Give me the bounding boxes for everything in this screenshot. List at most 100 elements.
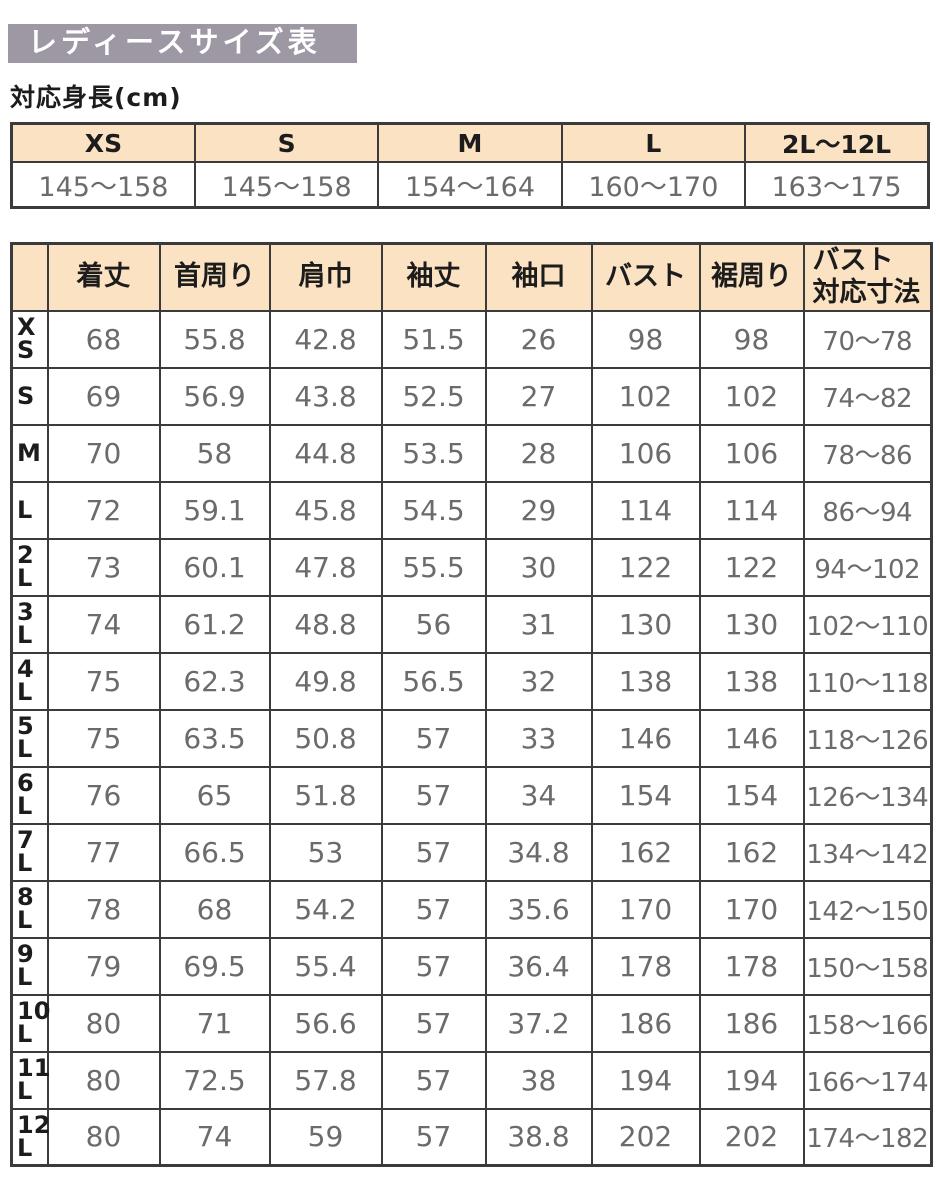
size-value-cell: 36.4	[484, 936, 593, 996]
size-value-cell: 178	[698, 936, 805, 996]
size-value-cell: 70～78	[802, 309, 933, 369]
size-value-cell: 53.5	[380, 423, 487, 483]
size-value-cell: 166～174	[802, 1050, 933, 1110]
height-table-col-header: L	[560, 122, 747, 164]
size-label: 11 L	[10, 1050, 50, 1110]
size-value-cell: 69.5	[158, 936, 271, 996]
size-value-cell: 98	[698, 309, 805, 369]
size-value-cell: 186	[590, 993, 701, 1053]
size-value-cell: 80	[46, 1107, 161, 1167]
size-value-cell: 122	[698, 537, 805, 597]
size-value-cell: 70	[46, 423, 161, 483]
size-value-cell: 57.8	[268, 1050, 383, 1110]
size-value-cell: 55.4	[268, 936, 383, 996]
size-value-cell: 72.5	[158, 1050, 271, 1110]
size-value-cell: 59	[268, 1107, 383, 1167]
size-value-cell: 50.8	[268, 708, 383, 768]
size-table-header-row: 着丈 首周り 肩巾 袖丈 袖口 バスト 裾周り バスト 対応寸法	[10, 242, 933, 312]
size-value-cell: 61.2	[158, 594, 271, 654]
size-value-cell: 47.8	[268, 537, 383, 597]
size-value-cell: 170	[698, 879, 805, 939]
height-table-col-header: S	[193, 122, 380, 164]
size-value-cell: 174～182	[802, 1107, 933, 1167]
size-value-cell: 138	[698, 651, 805, 711]
size-table-col-header: 首周り	[158, 242, 271, 312]
height-table: XS S M L 2L～12L 145～158 145～158 154～164 160～170…	[10, 122, 930, 209]
size-value-cell: 150～158	[802, 936, 933, 996]
size-label: L	[10, 480, 49, 540]
table-row: S 69 56.9 43.8 52.5 27 102 102 74～82	[10, 366, 933, 426]
size-label: 8 L	[10, 879, 49, 939]
size-value-cell: 74～82	[802, 366, 933, 426]
size-value-cell: 142～150	[802, 879, 933, 939]
size-value-cell: 48.8	[268, 594, 383, 654]
size-value-cell: 114	[590, 480, 701, 540]
size-value-cell: 29	[484, 480, 593, 540]
table-row: M 70 58 44.8 53.5 28 106 106 78～86	[10, 423, 933, 483]
size-table-col-header: 着丈	[46, 242, 161, 312]
size-table-col-header: バスト	[590, 242, 701, 312]
size-value-cell: 122	[590, 537, 701, 597]
table-row: 5 L 75 63.5 50.8 57 33 146 146 118～126	[10, 708, 933, 768]
size-label: S	[10, 366, 49, 426]
size-value-cell: 38.8	[484, 1107, 593, 1167]
size-value-cell: 54.2	[268, 879, 383, 939]
table-row: 10 L 80 71 56.6 57 37.2 186 186 158～166	[10, 993, 933, 1053]
size-value-cell: 58	[158, 423, 271, 483]
size-value-cell: 110～118	[802, 651, 933, 711]
size-table-body: X S 68 55.8 42.8 51.5 26 98 98 70～78 S 69 56.9 43.8 5…	[10, 309, 933, 1167]
size-value-cell: 57	[380, 1107, 487, 1167]
size-value-cell: 63.5	[158, 708, 271, 768]
size-value-cell: 178	[590, 936, 701, 996]
size-label: 7 L	[10, 822, 49, 882]
height-table-col-header: XS	[10, 122, 196, 164]
size-value-cell: 102	[590, 366, 701, 426]
height-table-value-cell: 145～158	[10, 161, 196, 209]
size-value-cell: 37.2	[484, 993, 593, 1053]
size-value-cell: 74	[46, 594, 161, 654]
size-value-cell: 75	[46, 708, 161, 768]
size-value-cell: 33	[484, 708, 593, 768]
size-label: 12 L	[10, 1107, 50, 1167]
size-value-cell: 53	[268, 822, 383, 882]
size-value-cell: 102	[698, 366, 805, 426]
size-label: 10 L	[10, 993, 50, 1053]
size-value-cell: 73	[46, 537, 161, 597]
size-value-cell: 102～110	[802, 594, 933, 654]
size-value-cell: 77	[46, 822, 161, 882]
height-table-header-row: XS S M L 2L～12L	[10, 122, 930, 164]
size-value-cell: 44.8	[268, 423, 383, 483]
size-value-cell: 57	[380, 879, 487, 939]
size-value-cell: 38	[484, 1050, 593, 1110]
height-table-col-header: M	[377, 122, 563, 164]
size-value-cell: 202	[590, 1107, 701, 1167]
size-value-cell: 57	[380, 765, 487, 825]
size-value-cell: 60.1	[158, 537, 271, 597]
size-label: 2 L	[10, 537, 49, 597]
size-value-cell: 55.8	[158, 309, 271, 369]
height-section-label: 対応身長(cm)	[10, 83, 182, 113]
size-value-cell: 75	[46, 651, 161, 711]
size-value-cell: 30	[484, 537, 593, 597]
size-value-cell: 68	[46, 309, 161, 369]
size-value-cell: 57	[380, 1050, 487, 1110]
size-value-cell: 76	[46, 765, 161, 825]
size-value-cell: 86～94	[802, 480, 933, 540]
size-label: 4 L	[10, 651, 49, 711]
size-value-cell: 27	[484, 366, 593, 426]
size-value-cell: 162	[698, 822, 805, 882]
size-value-cell: 28	[484, 423, 593, 483]
size-value-cell: 42.8	[268, 309, 383, 369]
size-value-cell: 69	[46, 366, 161, 426]
size-value-cell: 80	[46, 1050, 161, 1110]
size-value-cell: 186	[698, 993, 805, 1053]
size-table-col-header: 袖丈	[380, 242, 487, 312]
table-row: X S 68 55.8 42.8 51.5 26 98 98 70～78	[10, 309, 933, 369]
table-row: 2 L 73 60.1 47.8 55.5 30 122 122 94～102	[10, 537, 933, 597]
size-value-cell: 56	[380, 594, 487, 654]
size-value-cell: 34	[484, 765, 593, 825]
size-table-col-header: 肩巾	[268, 242, 383, 312]
size-value-cell: 52.5	[380, 366, 487, 426]
size-value-cell: 158～166	[802, 993, 933, 1053]
page-title: レディースサイズ表	[8, 24, 357, 64]
